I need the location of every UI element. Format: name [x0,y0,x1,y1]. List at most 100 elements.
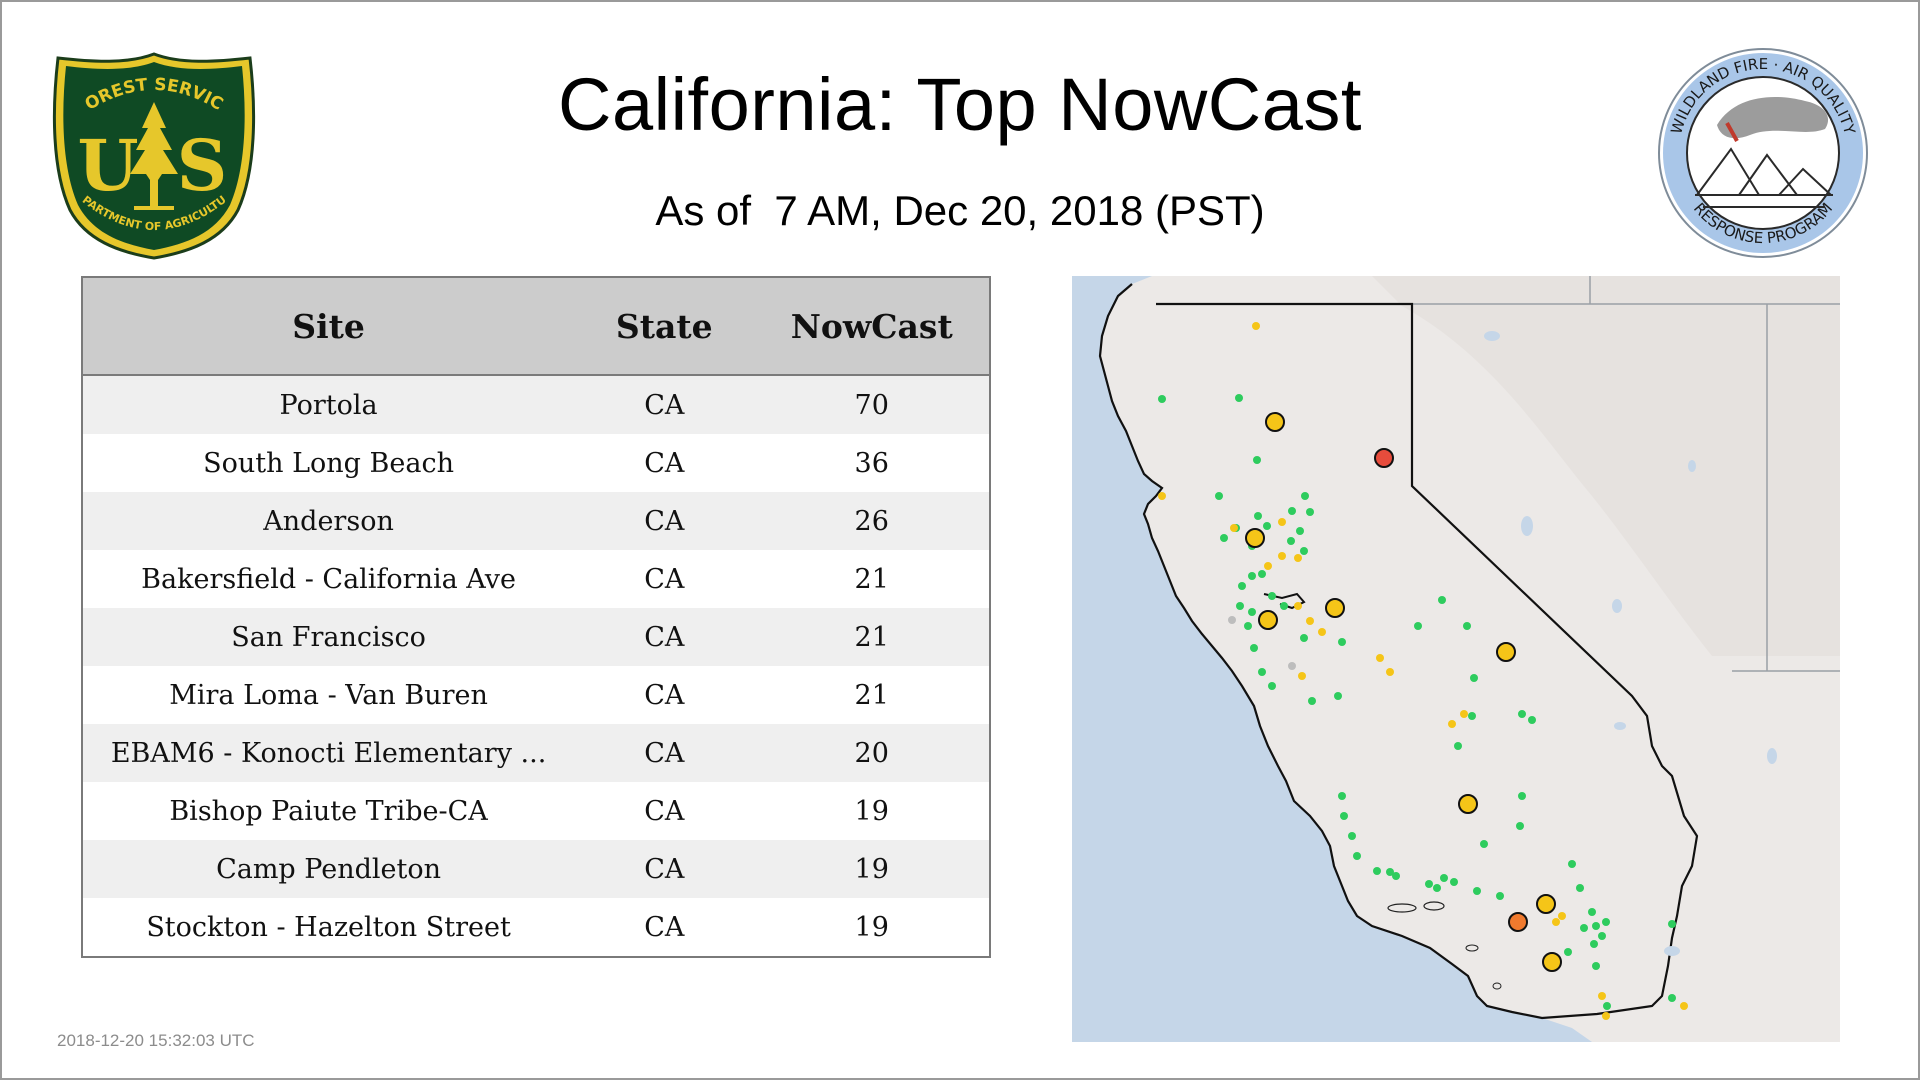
monitor-marker[interactable] [1338,792,1346,800]
monitor-marker[interactable] [1301,492,1309,500]
monitor-marker[interactable] [1220,534,1228,542]
monitor-marker[interactable] [1386,668,1394,676]
monitor-marker[interactable] [1528,716,1536,724]
monitor-marker[interactable] [1602,918,1610,926]
monitor-marker[interactable] [1263,522,1271,530]
monitor-marker[interactable] [1680,1002,1688,1010]
monitor-marker[interactable] [1334,692,1342,700]
monitor-marker[interactable] [1392,872,1400,880]
monitor-marker[interactable] [1278,518,1286,526]
monitor-marker[interactable] [1468,712,1476,720]
monitor-marker[interactable] [1518,792,1526,800]
monitor-marker[interactable] [1238,582,1246,590]
monitor-marker[interactable] [1552,918,1560,926]
monitor-marker[interactable] [1236,602,1244,610]
monitor-marker[interactable] [1433,884,1441,892]
monitor-marker-large[interactable] [1542,952,1562,972]
monitor-marker[interactable] [1438,596,1446,604]
monitor-marker[interactable] [1448,720,1456,728]
monitor-marker[interactable] [1598,932,1606,940]
monitor-marker[interactable] [1592,962,1600,970]
monitor-marker[interactable] [1576,884,1584,892]
column-header-site[interactable]: Site [82,277,575,376]
monitor-marker[interactable] [1376,654,1384,662]
monitor-marker[interactable] [1306,508,1314,516]
monitor-marker[interactable] [1386,868,1394,876]
monitor-marker-large[interactable] [1496,642,1516,662]
monitor-marker[interactable] [1558,912,1566,920]
monitor-marker[interactable] [1440,874,1448,882]
monitor-marker[interactable] [1518,710,1526,718]
monitor-marker[interactable] [1564,948,1572,956]
california-monitor-map[interactable] [1072,276,1840,1042]
monitor-marker[interactable] [1414,622,1422,630]
monitor-marker-large[interactable] [1374,448,1394,468]
monitor-marker[interactable] [1602,1012,1610,1020]
monitor-marker[interactable] [1516,822,1524,830]
column-header-nowcast[interactable]: NowCast [754,277,990,376]
monitor-marker[interactable] [1296,527,1304,535]
monitor-marker[interactable] [1454,742,1462,750]
monitor-marker[interactable] [1473,887,1481,895]
monitor-marker[interactable] [1425,880,1433,888]
monitor-marker[interactable] [1248,572,1256,580]
monitor-marker[interactable] [1287,537,1295,545]
monitor-marker[interactable] [1592,922,1600,930]
monitor-marker[interactable] [1496,892,1504,900]
monitor-marker[interactable] [1460,710,1468,718]
monitor-marker-large[interactable] [1245,528,1265,548]
monitor-marker[interactable] [1250,644,1258,652]
monitor-marker[interactable] [1252,322,1260,330]
monitor-marker[interactable] [1230,524,1238,532]
monitor-marker[interactable] [1306,617,1314,625]
monitor-marker[interactable] [1450,878,1458,886]
monitor-marker[interactable] [1300,547,1308,555]
monitor-marker[interactable] [1280,602,1288,610]
monitor-marker[interactable] [1668,920,1676,928]
monitor-marker[interactable] [1268,592,1276,600]
column-header-state[interactable]: State [574,277,755,376]
monitor-marker[interactable] [1338,638,1346,646]
monitor-marker[interactable] [1300,634,1308,642]
monitor-marker[interactable] [1590,940,1598,948]
monitor-marker-large[interactable] [1265,412,1285,432]
monitor-marker[interactable] [1480,840,1488,848]
monitor-marker[interactable] [1228,616,1236,624]
monitor-marker-large[interactable] [1458,794,1478,814]
monitor-marker[interactable] [1568,860,1576,868]
monitor-marker[interactable] [1463,622,1471,630]
monitor-marker[interactable] [1248,608,1256,616]
monitor-marker[interactable] [1603,1002,1611,1010]
monitor-marker[interactable] [1294,554,1302,562]
monitor-marker[interactable] [1298,672,1306,680]
monitor-marker[interactable] [1254,512,1262,520]
monitor-marker-large[interactable] [1325,598,1345,618]
monitor-marker-large[interactable] [1508,912,1528,932]
monitor-marker[interactable] [1598,992,1606,1000]
monitor-marker[interactable] [1668,994,1676,1002]
monitor-marker[interactable] [1288,662,1296,670]
monitor-marker[interactable] [1235,394,1243,402]
monitor-marker[interactable] [1340,812,1348,820]
monitor-marker[interactable] [1373,867,1381,875]
monitor-marker[interactable] [1158,492,1166,500]
monitor-marker[interactable] [1215,492,1223,500]
monitor-marker[interactable] [1268,682,1276,690]
monitor-marker[interactable] [1158,395,1166,403]
monitor-marker-large[interactable] [1536,894,1556,914]
monitor-marker[interactable] [1258,668,1266,676]
monitor-marker[interactable] [1264,562,1272,570]
monitor-marker[interactable] [1580,924,1588,932]
monitor-marker[interactable] [1278,552,1286,560]
monitor-marker[interactable] [1253,456,1261,464]
monitor-marker[interactable] [1308,697,1316,705]
monitor-marker[interactable] [1588,908,1596,916]
monitor-marker[interactable] [1470,674,1478,682]
monitor-marker[interactable] [1258,570,1266,578]
monitor-marker[interactable] [1288,507,1296,515]
monitor-marker[interactable] [1348,832,1356,840]
monitor-marker-large[interactable] [1258,610,1278,630]
monitor-marker[interactable] [1318,628,1326,636]
monitor-marker[interactable] [1294,602,1302,610]
monitor-marker[interactable] [1244,622,1252,630]
